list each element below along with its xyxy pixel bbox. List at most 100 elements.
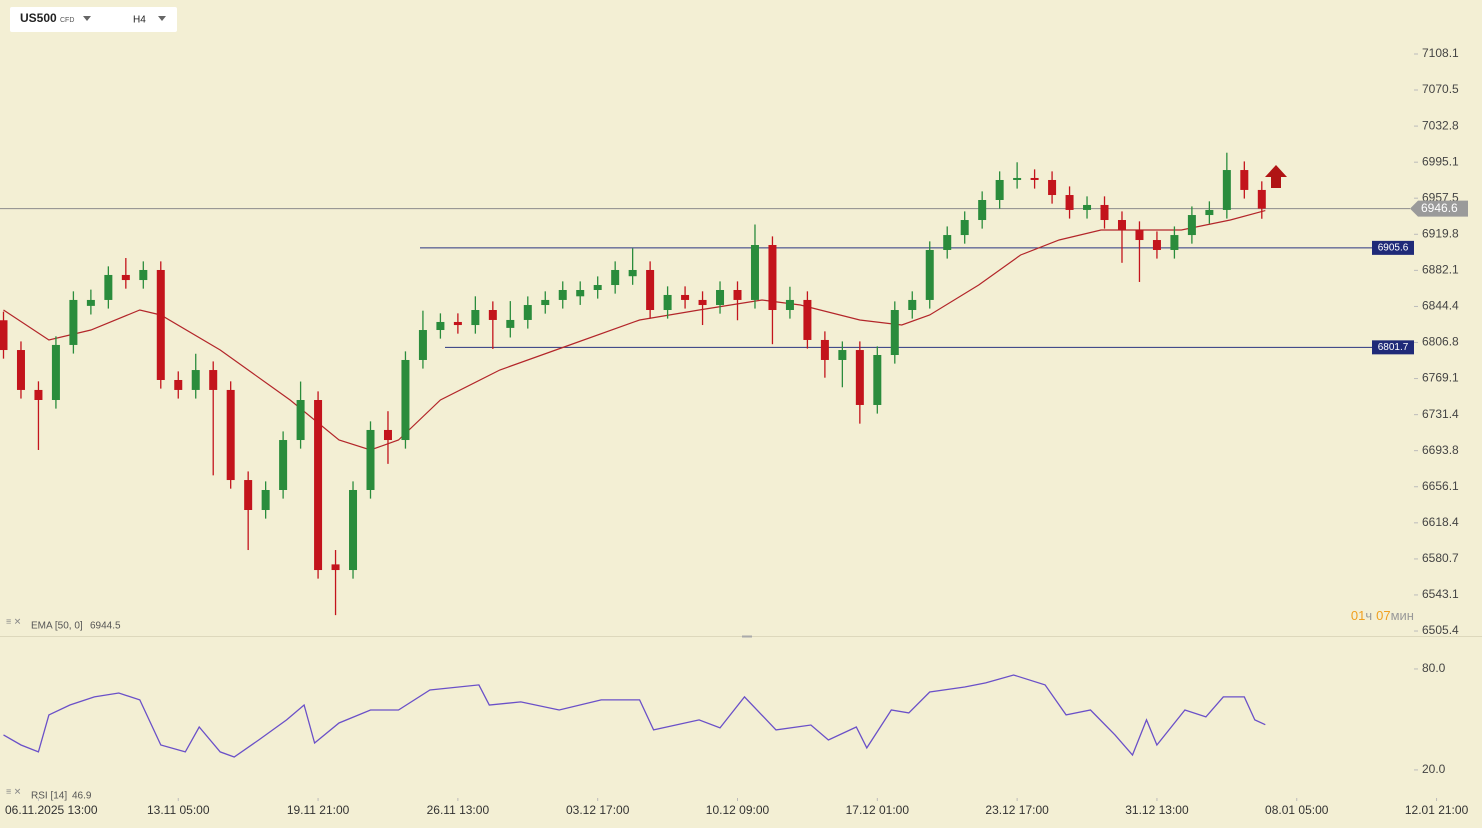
rsi-line [3,674,1266,758]
candle-body [191,370,200,390]
candle-body [716,289,725,306]
level-label-bg [1372,240,1414,255]
candle-body [1013,177,1022,180]
y-tick-label: 6618.4 [1422,515,1459,529]
y-tick-label: 6731.4 [1422,407,1459,421]
candle-body [855,350,864,405]
x-tick-label: 12.01 21:00 [1405,803,1469,817]
y-tick-label: 7108.1 [1422,46,1459,60]
candle-body [104,274,113,300]
candle-body [523,305,532,320]
candle-body [576,289,585,297]
rsi-legend-name: RSI [14] [31,791,67,802]
candle-body [978,200,987,221]
level-label: 6905.6 [1378,243,1409,254]
candle-body [174,379,183,390]
candle-body [0,320,8,351]
x-tick-label: 26.11 13:00 [427,803,490,817]
candle-body [471,310,480,326]
y-tick-label: 80.0 [1422,661,1446,675]
candle-body [803,299,812,340]
candle-body [209,370,218,390]
candle-body [418,330,427,360]
y-tick-label: 6844.4 [1422,299,1459,313]
last-price-label: 6946.6 [1421,201,1458,215]
candle-body [873,355,882,405]
ema-line [3,210,1266,451]
candle-body [453,321,462,326]
candle-body [436,321,445,331]
countdown-hours: 01 [1351,608,1365,623]
symbol[interactable]: US500 [20,11,57,25]
y-tick-label: 7070.5 [1422,82,1459,96]
candle-body [488,310,497,320]
rsi-pane: 80.0 20.0 06.11.2025 13:00 13.11 05:00 19.11… [3,661,1469,817]
candle-body [908,299,917,311]
legend-icon[interactable]: ≡ ✕ [6,786,21,796]
level-label: 6801.7 [1378,342,1409,353]
candle-body [121,274,130,281]
candle-body [698,299,707,306]
x-tick-label: 08.01 05:00 [1265,803,1329,817]
x-tick-label: 31.12 13:00 [1125,803,1189,817]
signal-arrow [1265,165,1287,188]
countdown-minutes-unit: мин [1391,608,1414,623]
candle-body [750,244,759,300]
y-tick-label: 6543.1 [1422,587,1459,601]
candle-body [1222,170,1231,210]
candle-body [314,400,323,571]
x-tick-label: 23.12 17:00 [985,803,1049,817]
legend-icon[interactable]: ≡ ✕ [6,616,21,626]
countdown-hours-unit: ч [1365,608,1372,623]
candle-body [1257,189,1266,209]
level-label-bg [1372,340,1414,355]
candle-body [1152,240,1161,250]
candle-body [925,249,934,300]
candle-body [1170,235,1179,250]
candle-body [1030,177,1039,180]
candle-body [681,294,690,300]
candle-body [663,294,672,311]
candle-body [331,564,340,571]
candle-body [366,429,375,490]
y-tick-label: 7032.8 [1422,118,1459,132]
y-tick-label: 6769.1 [1422,371,1459,385]
countdown-minutes: 07 [1376,608,1390,623]
candle-body [1117,220,1126,230]
dropdown-arrow[interactable] [83,16,91,21]
y-tick-label: 6882.1 [1422,263,1459,277]
symbol-box-bg [10,7,177,32]
candle-body [34,389,43,401]
y-tick-label: 6656.1 [1422,479,1459,493]
candle-body [506,319,515,328]
candle-body [51,344,60,401]
rsi-legend: ≡ ✕ RSI [14] 46.9 [6,786,92,801]
candle-body [1187,215,1196,236]
candle-body [628,269,637,277]
x-tick-label: 10.12 09:00 [706,803,770,817]
x-tick-label: 17.12 01:00 [846,803,910,817]
candle-body [1048,179,1057,196]
candle-body [943,235,952,250]
candle-body [1240,170,1249,190]
symbol-box[interactable]: US500 CFD H4 [10,7,177,32]
candle-body [611,269,620,286]
candle-body [86,299,95,306]
y-tick-label: 6580.7 [1422,551,1459,565]
x-tick-label: 19.11 21:00 [287,803,350,817]
candle-body [558,289,567,300]
timeframe[interactable]: H4 [133,15,146,26]
y-tick-label: 6505.4 [1422,623,1459,637]
candle-body [646,269,655,311]
dropdown-arrow[interactable] [158,16,166,21]
y-tick-label: 6693.8 [1422,443,1459,457]
ema-legend-name: EMA [50, 0] [31,621,83,632]
candle-body [1065,195,1074,210]
candle-body [279,440,288,490]
y-tick-label: 6919.8 [1422,226,1459,240]
candle-body [820,339,829,360]
symbol-tag: CFD [60,17,74,24]
